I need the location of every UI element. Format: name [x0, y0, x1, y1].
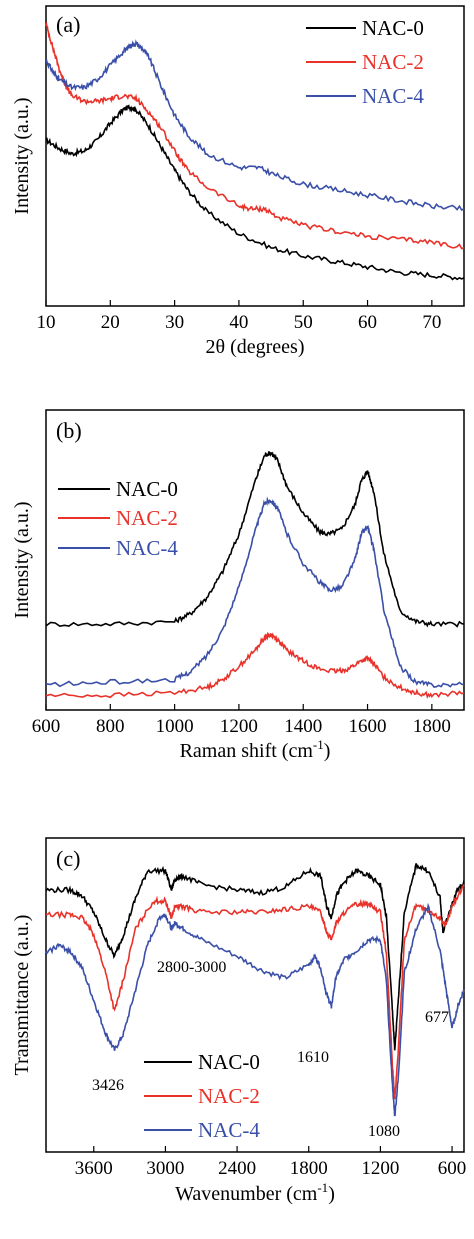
series-line-nac-4 [45, 39, 465, 212]
legend: NAC-0 NAC-2 NAC-4 [58, 477, 178, 560]
x-tick-label: 30 [165, 312, 184, 333]
legend-label-nac-0: NAC-0 [116, 477, 178, 501]
series-layer [45, 451, 465, 699]
legend: NAC-0 NAC-2 NAC-4 [306, 16, 424, 108]
series-line-nac-4 [45, 496, 465, 688]
annotation-1080: 1080 [368, 1123, 400, 1140]
x-tick-label: 1200 [220, 716, 258, 737]
x-tick-label: 60 [358, 312, 377, 333]
x-axis-title-close: ) [324, 740, 331, 762]
x-axis-title-superscript: -1 [313, 737, 324, 752]
series-line-nac-0 [45, 451, 465, 628]
legend: NAC-0 NAC-2 NAC-4 [144, 1050, 260, 1142]
series-line-nac-0 [45, 104, 465, 281]
panel-b-raman: 600 800 1000 1200 1400 1600 1800 (b) Raman shi… [11, 409, 465, 762]
x-axis-title: 2θ (degrees) [206, 336, 305, 358]
plot-frame [45, 5, 465, 307]
panel-label: (c) [56, 846, 80, 871]
x-tick-layer: 600 800 1000 1200 1400 1600 1800 [32, 704, 451, 737]
x-tick-label: 600 [32, 716, 61, 737]
x-tick-label: 1800 [413, 716, 451, 737]
legend-label-nac-2: NAC-2 [362, 50, 424, 74]
y-axis-title: Intensity (a.u.) [11, 97, 33, 214]
x-tick-label: 3000 [146, 1158, 184, 1179]
series-line-nac-4 [45, 902, 465, 1117]
annotation-1610: 1610 [297, 1049, 329, 1066]
x-tick-layer: 10 20 30 40 50 60 70 [37, 300, 441, 333]
x-tick-label: 1600 [349, 716, 387, 737]
x-axis-title-superscript: -1 [317, 1180, 328, 1195]
series-line-nac-2 [45, 884, 465, 1100]
x-axis-title-text: Raman shift (cm [180, 740, 314, 762]
x-tick-label: 20 [101, 312, 120, 333]
annotation-677: 677 [425, 1009, 449, 1026]
x-tick-label: 50 [294, 312, 313, 333]
x-axis-title-close: ) [328, 1183, 335, 1205]
series-line-nac-2 [45, 631, 465, 699]
x-tick-label: 600 [438, 1158, 467, 1179]
series-line-nac-2 [45, 21, 465, 250]
x-tick-label: 1000 [156, 716, 194, 737]
legend-label-nac-4: NAC-4 [362, 84, 424, 108]
series-line-nac-0 [45, 863, 465, 1051]
legend-label-nac-4: NAC-4 [116, 536, 178, 560]
x-axis-title-text: Wavenumber (cm [175, 1183, 318, 1205]
annotation-2800-3000: 2800-3000 [157, 959, 226, 976]
panel-label: (a) [56, 12, 80, 37]
x-tick-layer: 3600 3000 2400 1800 1200 600 [75, 1146, 467, 1179]
legend-label-nac-2: NAC-2 [198, 1084, 260, 1108]
legend-label-nac-2: NAC-2 [116, 506, 178, 530]
legend-label-nac-4: NAC-4 [198, 1118, 260, 1142]
panel-a-xrd: 10 20 30 40 50 60 70 (a) 2θ (degrees) Intensit… [11, 5, 465, 358]
x-tick-label: 2400 [218, 1158, 256, 1179]
plot-frame [45, 409, 465, 711]
x-tick-label: 1200 [361, 1158, 399, 1179]
x-axis-title: Raman shift (cm-1) [180, 737, 331, 762]
x-tick-label: 3600 [75, 1158, 113, 1179]
annotation-3426: 3426 [92, 1077, 124, 1094]
y-axis-title: Transmittance (a.u.) [11, 915, 33, 1076]
x-tick-label: 800 [96, 716, 125, 737]
series-layer [45, 21, 465, 281]
x-tick-label: 1400 [284, 716, 322, 737]
series-layer [45, 863, 465, 1117]
legend-label-nac-0: NAC-0 [362, 16, 424, 40]
panel-label: (b) [56, 418, 82, 443]
x-tick-label: 70 [422, 312, 441, 333]
legend-label-nac-0: NAC-0 [198, 1050, 260, 1074]
x-axis-title: Wavenumber (cm-1) [175, 1180, 335, 1205]
x-tick-label: 1800 [290, 1158, 328, 1179]
y-axis-title: Intensity (a.u.) [11, 501, 33, 618]
x-tick-label: 10 [37, 312, 56, 333]
x-tick-label: 40 [229, 312, 248, 333]
panel-c-ftir: 3600 3000 2400 1800 1200 600 (c) Wavenumber (… [11, 837, 467, 1205]
plot-frame [45, 837, 465, 1153]
